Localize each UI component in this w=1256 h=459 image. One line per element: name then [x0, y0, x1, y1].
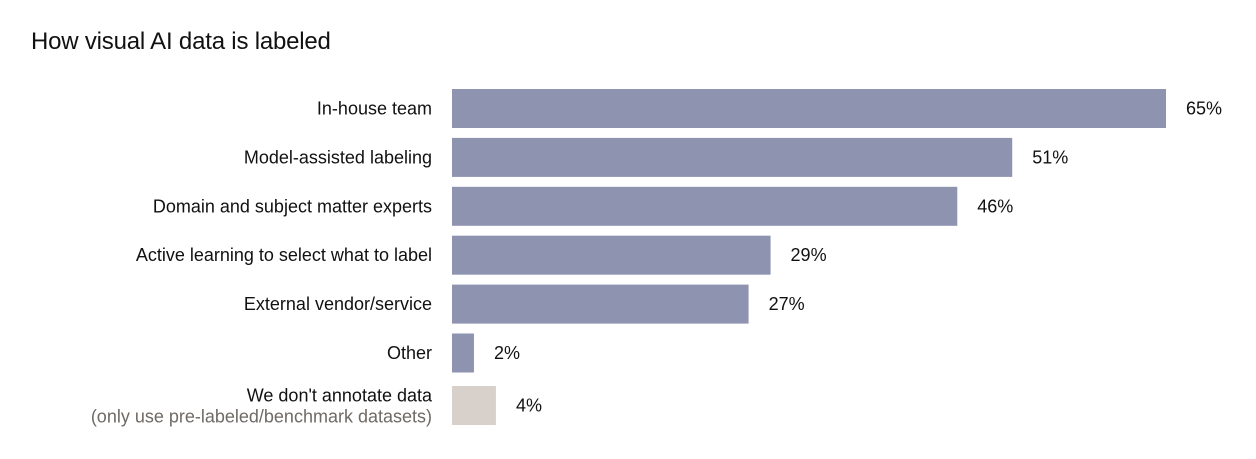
- bar-external-vendor-service: [452, 284, 749, 324]
- bar-we-don-t-annotate-data: [452, 386, 496, 425]
- value-label: 4%: [516, 396, 542, 416]
- value-label: 27%: [769, 294, 805, 314]
- bar-active-learning-to-select-what-to-label: [452, 235, 771, 275]
- value-label: 29%: [791, 245, 827, 265]
- category-label: We don't annotate data: [247, 386, 433, 406]
- value-label: 65%: [1186, 99, 1222, 119]
- labels-layer: In-house team 65% Model-assisted labeling 5…: [91, 99, 1222, 427]
- category-label: Other: [387, 343, 432, 363]
- category-label: Model-assisted labeling: [244, 147, 432, 167]
- bar-domain-and-subject-matter-experts: [452, 186, 958, 226]
- category-sublabel: (only use pre-labeled/benchmark datasets…: [91, 407, 432, 427]
- bar-other: [452, 333, 474, 373]
- bar-model-assisted-labeling: [452, 137, 1013, 177]
- category-label: In-house team: [317, 99, 432, 119]
- category-label: Domain and subject matter experts: [153, 196, 432, 216]
- category-label: External vendor/service: [244, 294, 432, 314]
- value-label: 2%: [494, 343, 520, 363]
- category-label: Active learning to select what to label: [136, 245, 432, 265]
- bar-in-house-team: [452, 89, 1166, 128]
- value-label: 46%: [977, 196, 1013, 216]
- bars-layer: [452, 89, 1166, 425]
- chart-title: How visual AI data is labeled: [31, 28, 331, 55]
- value-label: 51%: [1032, 147, 1068, 167]
